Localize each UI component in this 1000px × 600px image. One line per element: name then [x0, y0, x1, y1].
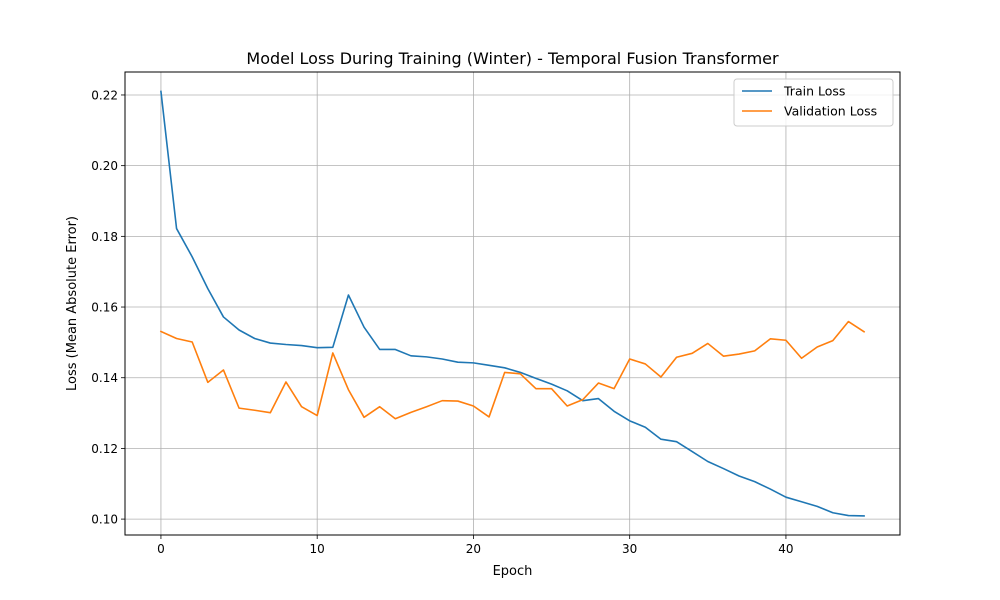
- grid: [125, 72, 900, 535]
- plot-area: [125, 72, 900, 535]
- ticks: 0 10 20 30 40 0.10 0.12 0.14 0.16 0.18 0.20 0.22: [91, 88, 793, 556]
- x-tick-label: 10: [310, 542, 325, 556]
- y-tick-label: 0.10: [91, 513, 118, 527]
- legend: Train Loss Validation Loss: [733, 78, 894, 127]
- x-tick-label: 0: [157, 542, 165, 556]
- series-layer: [159, 90, 866, 517]
- y-tick-label: 0.22: [91, 88, 118, 102]
- plot-frame: [124, 71, 901, 536]
- y-tick-label: 0.20: [91, 159, 118, 173]
- y-tick-label: 0.14: [91, 371, 118, 385]
- legend-box: [733, 78, 894, 127]
- y-tick-label: 0.16: [91, 301, 118, 315]
- series-line-validation-loss: [159, 320, 866, 420]
- legend-label: Train Loss: [783, 84, 845, 99]
- x-tick-label: 20: [466, 542, 481, 556]
- x-axis-label: Epoch: [493, 564, 533, 579]
- chart-title: Model Loss During Training (Winter) - Te…: [246, 49, 779, 68]
- y-axis-label: Loss (Mean Absolute Error): [65, 216, 80, 391]
- x-tick-label: 40: [778, 542, 793, 556]
- y-tick-label: 0.12: [91, 442, 118, 456]
- legend-label: Validation Loss: [784, 104, 877, 119]
- x-tick-label: 30: [622, 542, 637, 556]
- series-line-train-loss: [160, 90, 865, 517]
- y-tick-label: 0.18: [91, 230, 118, 244]
